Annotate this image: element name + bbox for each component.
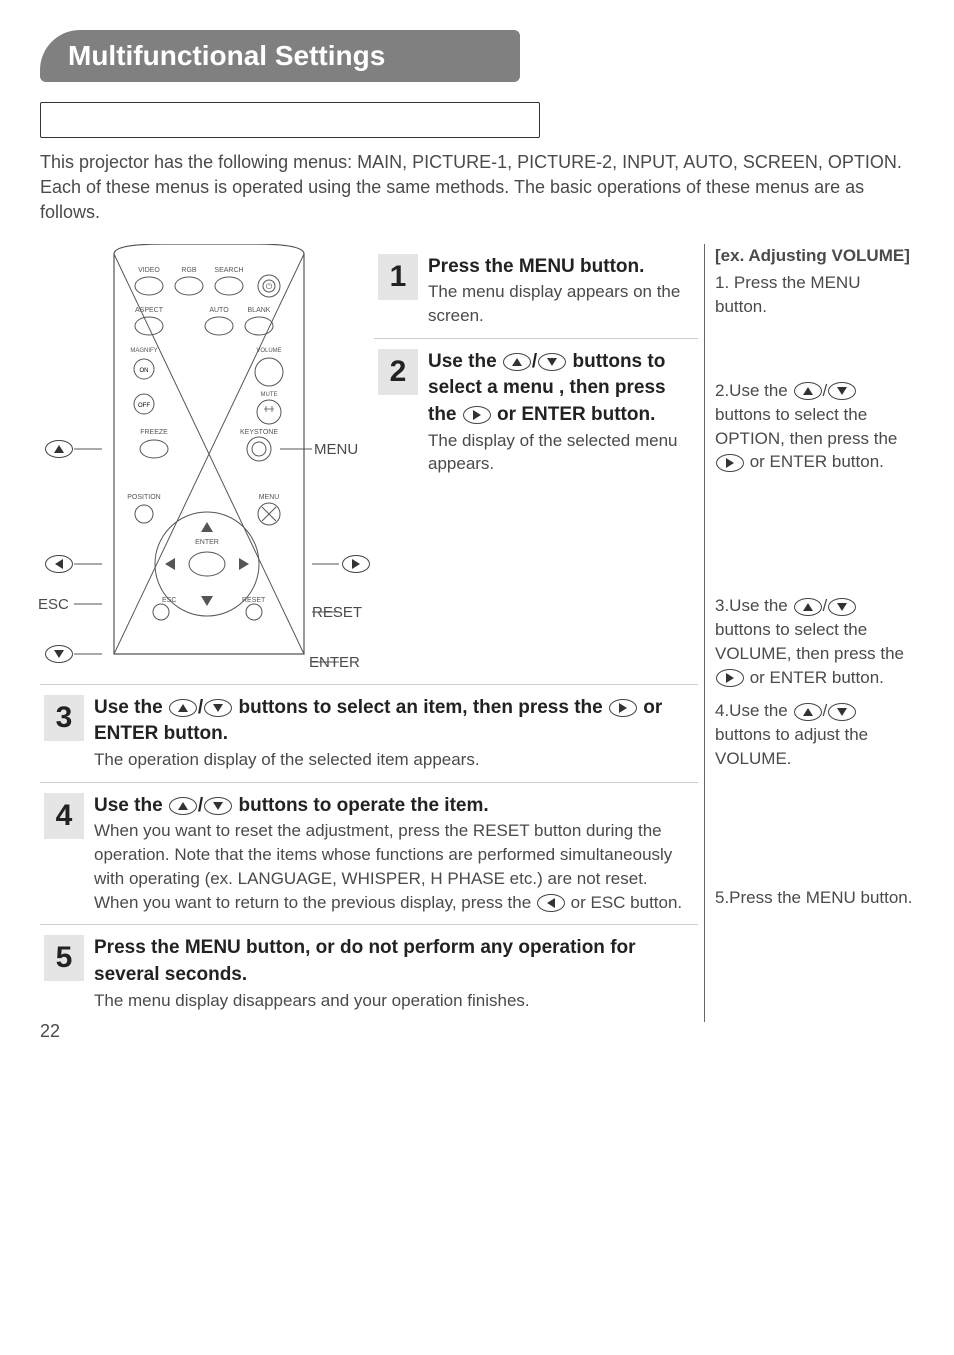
step-3-num: 3	[44, 695, 84, 741]
down-oval-label	[44, 645, 74, 663]
example-5: 5.Press the MENU button.	[715, 888, 912, 907]
example-3c: or ENTER button.	[745, 668, 884, 687]
header-band: Multifunctional Settings	[40, 30, 520, 82]
enter-ext-label: ENTER	[309, 654, 360, 671]
right-oval-label	[341, 555, 371, 573]
step-5-num: 5	[44, 935, 84, 981]
svg-text:ESC: ESC	[162, 597, 176, 604]
example-2c: or ENTER button.	[745, 452, 884, 471]
step-3: 3 Use the / buttons to select an item, t…	[40, 684, 698, 782]
example-column: [ex. Adjusting VOLUME] 1. Press the MENU…	[704, 244, 914, 1023]
esc-ext-label: ESC	[38, 596, 69, 613]
step-3-title-a: Use the	[94, 697, 168, 718]
example-4b: buttons to adjust the VOLUME.	[715, 725, 868, 768]
label-video: VIDEO	[138, 267, 160, 274]
svg-text:BLANK: BLANK	[248, 307, 271, 314]
step-4-body-c: or ESC button.	[566, 893, 682, 912]
svg-text:SEARCH: SEARCH	[214, 267, 243, 274]
example-2b: buttons to select the OPTION, then press…	[715, 405, 897, 448]
step-5: 5 Press the MENU button, or do not perfo…	[40, 924, 698, 1022]
step-2: 2 Use the / buttons to select a menu , t…	[374, 338, 698, 486]
step-2-num: 2	[378, 349, 418, 395]
svg-text:MENU: MENU	[259, 494, 280, 501]
step-1-body: The menu display appears on the screen.	[428, 282, 680, 325]
intro-paragraph: This projector has the following menus: …	[40, 150, 914, 226]
step-2-title-c: or ENTER button.	[492, 404, 656, 425]
svg-text:POSITION: POSITION	[127, 494, 160, 501]
sub-header-box	[40, 102, 540, 138]
example-title: [ex. Adjusting VOLUME]	[715, 244, 914, 268]
page-title: Multifunctional Settings	[68, 40, 385, 71]
example-2a: 2.Use the	[715, 381, 793, 400]
step-5-body: The menu display disappears and your ope…	[94, 991, 530, 1010]
remote-diagram: ⏻ VIDEO RGB SEARCH ASPECT AUTO BLANK MAG…	[44, 244, 364, 674]
step-2-body: The display of the selected menu appears…	[428, 431, 677, 474]
step-2-title-a: Use the	[428, 351, 502, 372]
svg-text:VOLUME: VOLUME	[256, 348, 281, 354]
svg-text:RGB: RGB	[181, 267, 197, 274]
step-4-body-b: When you want to return to the previous …	[94, 893, 536, 912]
menu-ext-label: MENU	[314, 441, 358, 458]
step-1-title: Press the MENU button.	[428, 256, 644, 277]
step-5-title: Press the MENU button, or do not perform…	[94, 937, 636, 985]
example-4a: 4.Use the	[715, 701, 793, 720]
step-4: 4 Use the / buttons to operate the item.…	[40, 782, 698, 925]
step-3-body: The operation display of the selected it…	[94, 750, 480, 769]
step-4-num: 4	[44, 793, 84, 839]
svg-text:ENTER: ENTER	[195, 539, 219, 546]
reset-ext-label: RESET	[312, 604, 362, 621]
example-step-1: 1. Press the MENU button.	[715, 271, 914, 319]
left-oval-label	[44, 555, 74, 573]
step-4-title-a: Use the	[94, 795, 168, 816]
step-4-title-b: buttons to operate the item.	[233, 795, 488, 816]
step-4-body-a: When you want to reset the adjustment, p…	[94, 821, 672, 888]
step-3-title-b: buttons to select an item, then press th…	[233, 697, 608, 718]
step-1-num: 1	[378, 254, 418, 300]
svg-text:KEYSTONE: KEYSTONE	[240, 429, 278, 436]
svg-text:⏻: ⏻	[266, 282, 273, 291]
example-3a: 3.Use the	[715, 596, 793, 615]
up-oval-label	[44, 440, 74, 458]
svg-text:MUTE: MUTE	[261, 392, 278, 398]
svg-text:FREEZE: FREEZE	[140, 429, 168, 436]
page-number: 22	[40, 1021, 60, 1042]
example-3b: buttons to select the VOLUME, then press…	[715, 620, 904, 663]
step-1: 1 Press the MENU button. The menu displa…	[374, 244, 698, 338]
svg-text:MAGNIFY: MAGNIFY	[130, 348, 157, 354]
svg-text:RESET: RESET	[242, 597, 266, 604]
svg-text:OFF: OFF	[138, 403, 150, 409]
svg-text:ON: ON	[140, 368, 149, 374]
svg-text:AUTO: AUTO	[209, 307, 229, 314]
